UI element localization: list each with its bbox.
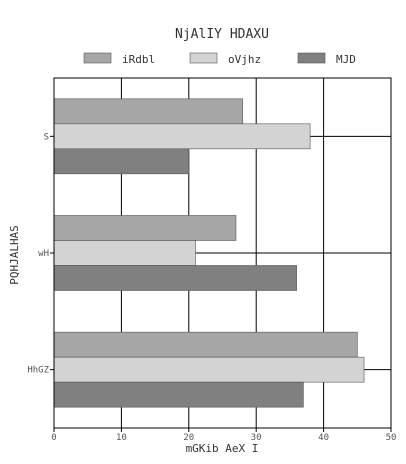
bar-oVjhz-S	[53, 123, 311, 150]
y-tick-label-1: wH	[38, 249, 49, 259]
x-tick-label-4: 40	[318, 433, 329, 443]
y-tick-label-2: HhGZ	[27, 366, 49, 376]
x-tick-label-5: 50	[386, 433, 397, 443]
bar-iRdbl-S	[53, 98, 244, 125]
legend: iRdbl oVjhz MJD	[83, 52, 356, 66]
bar-MJD-wH	[53, 265, 297, 291]
y-tick-label-0: S	[44, 132, 49, 142]
bar-MJD-S	[53, 148, 190, 175]
legend-swatch-oVjhz	[189, 52, 218, 64]
chart-title: NjAlIY HDAXU	[175, 27, 269, 42]
x-tick-label-1: 10	[116, 433, 127, 443]
x-tick-label-0: 0	[51, 433, 56, 443]
x-tick-label-2: 20	[183, 433, 194, 443]
bar-MJD-HhGZ	[53, 381, 304, 408]
bar-oVjhz-wH	[53, 240, 196, 266]
bar-iRdbl-HhGZ	[53, 331, 358, 358]
legend-label-oVjhz: oVjhz	[228, 53, 261, 66]
legend-label-iRdbl: iRdbl	[122, 53, 155, 66]
legend-swatch-MJD	[297, 52, 326, 64]
x-tick-label-3: 30	[251, 433, 262, 443]
y-axis-label: PQHJALHAS	[8, 225, 21, 285]
plot-area: 0 10 20 30 40 50 SwH HhGZ	[27, 77, 397, 443]
bar-oVjhz-HhGZ	[53, 356, 365, 383]
x-axis-label: mGKib AeX I	[186, 442, 259, 455]
legend-label-MJD: MJD	[336, 53, 356, 66]
bar-iRdbl-wH	[53, 215, 237, 241]
legend-swatch-iRdbl	[83, 52, 112, 64]
